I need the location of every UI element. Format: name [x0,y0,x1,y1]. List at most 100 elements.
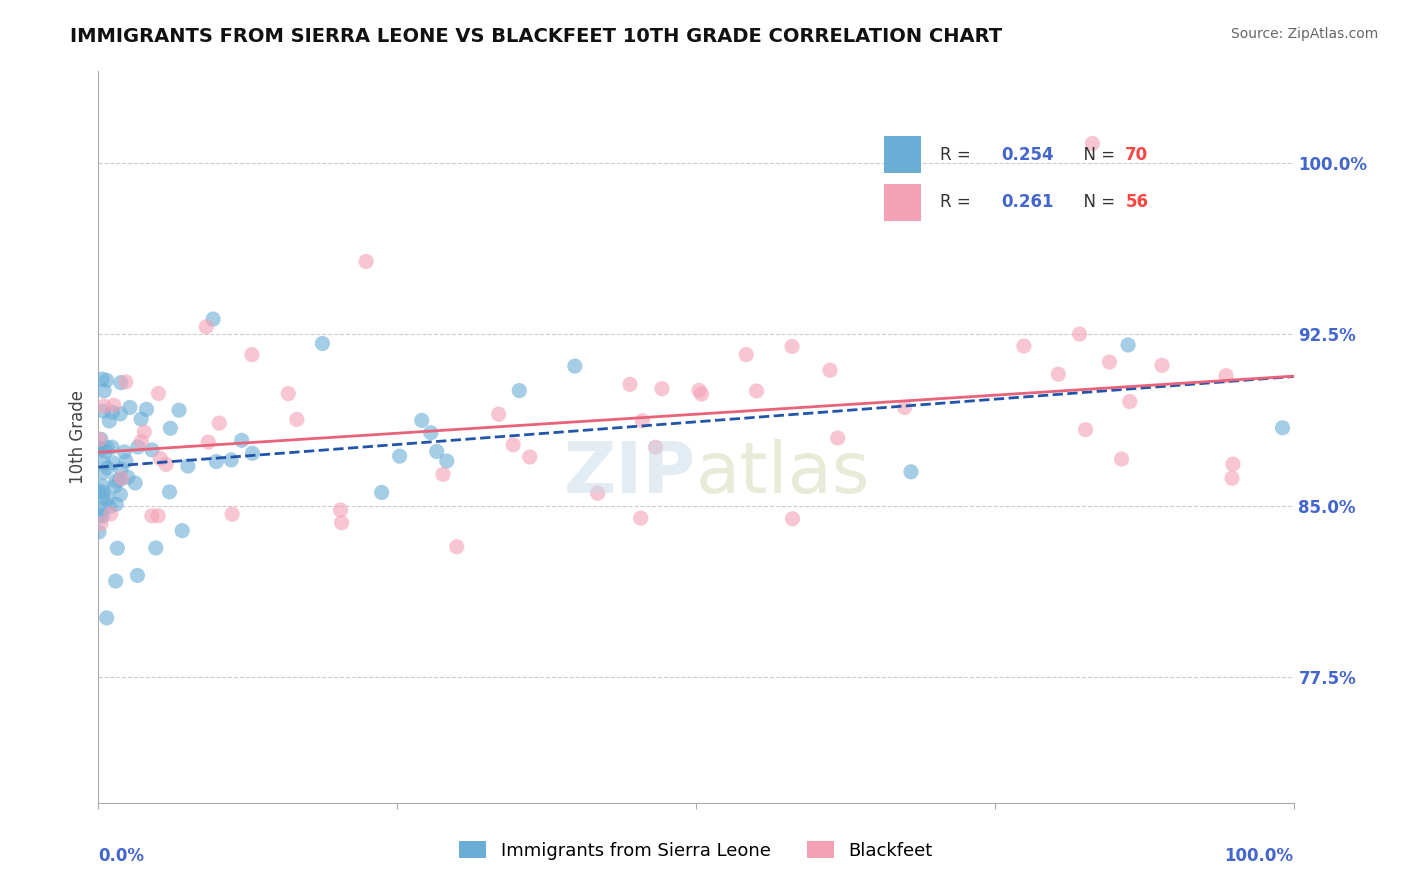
Point [89,484,111,499]
Point [91,485,114,500]
Point [631,414,654,428]
Point [508,384,530,398]
Point [782,512,804,526]
Legend: Immigrants from Sierra Leone, Blackfeet: Immigrants from Sierra Leone, Blackfeet [453,834,939,867]
Point [1271,421,1294,435]
Point [564,359,586,373]
Point [893,401,915,415]
Point [1111,452,1133,467]
Point [155,458,177,472]
Point [1222,457,1244,471]
Text: Source: ZipAtlas.com: Source: ZipAtlas.com [1230,27,1378,41]
Point [141,442,163,457]
Point [91,372,114,386]
Point [104,574,127,588]
Point [502,438,524,452]
Point [110,471,132,485]
Point [311,336,333,351]
Point [827,431,849,445]
Point [112,445,135,459]
Point [688,384,710,398]
Point [110,487,132,501]
Point [98,500,121,514]
Point [91,491,114,505]
Point [202,312,225,326]
Point [148,508,170,523]
Y-axis label: 10th Grade: 10th Grade [69,390,87,484]
Point [651,382,673,396]
Point [745,384,768,398]
FancyBboxPatch shape [884,136,921,173]
Point [91,509,114,524]
Point [89,442,111,457]
Point [89,508,111,522]
Point [91,404,114,418]
Point [221,507,243,521]
Point [96,460,118,475]
Text: 0.0%: 0.0% [98,847,145,864]
Point [167,403,190,417]
Point [285,412,308,426]
Point [205,454,228,468]
Point [1098,355,1121,369]
Point [197,435,219,450]
Point [1150,359,1173,373]
Point [419,425,441,440]
Point [619,377,641,392]
Point [219,453,242,467]
Point [195,319,218,334]
Point [277,386,299,401]
Point [91,466,114,480]
Point [90,516,112,531]
Point [93,456,115,470]
Point [118,401,141,415]
Point [96,611,118,625]
Point [104,479,127,493]
Text: R =: R = [939,146,976,164]
Point [110,462,132,476]
Point [690,387,713,401]
Text: 100.0%: 100.0% [1225,847,1294,864]
Point [240,348,263,362]
Text: 56: 56 [1125,193,1149,211]
Point [110,407,132,421]
Point [87,524,110,539]
Text: 70: 70 [1125,146,1149,164]
Text: atlas: atlas [696,439,870,508]
Point [104,474,127,488]
Text: N =: N = [1073,146,1121,164]
Point [135,402,157,417]
Point [89,433,111,447]
Point [1047,368,1070,382]
Point [1081,136,1104,151]
Point [159,484,181,499]
Point [124,476,146,491]
Point [1119,394,1142,409]
Point [1116,338,1139,352]
Point [129,434,152,449]
Point [149,451,172,466]
FancyBboxPatch shape [884,184,921,221]
Point [101,456,124,470]
Point [90,501,112,516]
Point [177,458,200,473]
Point [172,524,194,538]
Point [1215,368,1237,383]
Point [426,444,449,458]
Point [1069,327,1091,342]
Point [96,441,118,455]
Point [101,440,124,454]
Point [90,432,112,446]
Point [735,348,758,362]
Text: 0.254: 0.254 [1001,146,1054,164]
Point [446,540,468,554]
Point [96,491,118,506]
Text: R =: R = [939,193,976,211]
Point [148,386,170,401]
Point [105,541,128,556]
Point [1074,423,1097,437]
Point [117,470,139,484]
Point [519,450,541,464]
Point [411,413,433,427]
Point [780,339,803,353]
